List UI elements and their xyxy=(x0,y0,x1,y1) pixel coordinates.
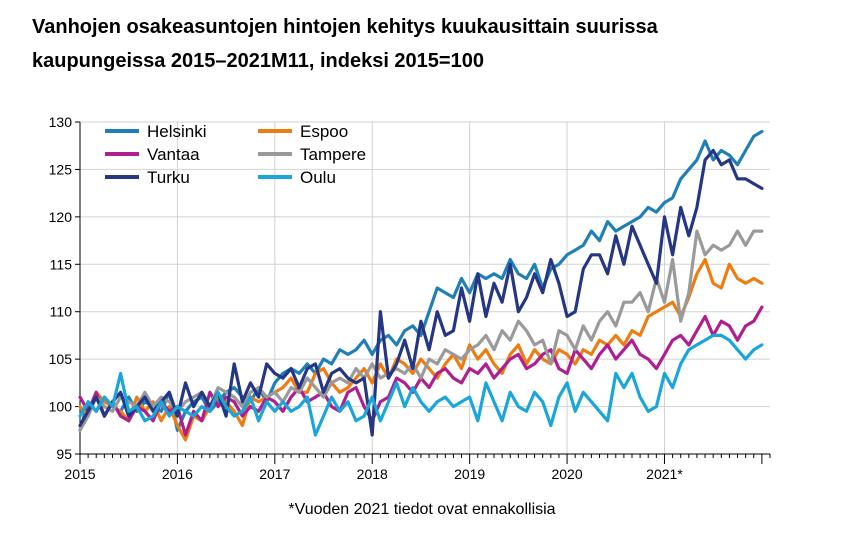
x-tick-label-0: 2015 xyxy=(64,466,95,482)
series-line-turku xyxy=(78,148,764,437)
x-tick-label-2: 2017 xyxy=(259,466,290,482)
series-line-tampere xyxy=(78,229,764,432)
x-tick-label-3: 2018 xyxy=(357,466,388,482)
footnote: *Vuoden 2021 tiedot ovat ennakollisia xyxy=(288,501,556,518)
x-tick-label-5: 2020 xyxy=(551,466,582,482)
chart-title: Vanhojen osakeasuntojen hintojen kehitys… xyxy=(32,10,832,78)
legend-label-tampere: Tampere xyxy=(300,145,366,164)
x-tick-label-6: 2021* xyxy=(646,466,683,482)
y-tick-label-100: 100 xyxy=(49,399,73,415)
y-tick-label-115: 115 xyxy=(50,256,73,272)
x-tick-label-1: 2016 xyxy=(162,466,193,482)
chart-title-line-1: Vanhojen osakeasuntojen hintojen kehitys… xyxy=(32,16,658,38)
y-tick-label-95: 95 xyxy=(56,446,72,462)
legend-label-espoo: Espoo xyxy=(300,122,348,141)
chart-title-line-2: kaupungeissa 2015–2021M11, indeksi 2015=… xyxy=(32,50,484,72)
legend-label-turku: Turku xyxy=(147,168,190,187)
legend-label-helsinki: Helsinki xyxy=(147,122,207,141)
y-tick-label-125: 125 xyxy=(49,161,73,177)
legend-label-oulu: Oulu xyxy=(300,168,336,187)
y-tick-label-130: 130 xyxy=(49,114,73,130)
legend-label-vantaa: Vantaa xyxy=(147,145,200,164)
series-line-oulu xyxy=(78,333,764,437)
x-tick-label-4: 2019 xyxy=(454,466,485,482)
y-tick-label-120: 120 xyxy=(49,209,73,225)
y-tick-label-110: 110 xyxy=(50,304,73,320)
y-tick-label-105: 105 xyxy=(49,351,73,367)
